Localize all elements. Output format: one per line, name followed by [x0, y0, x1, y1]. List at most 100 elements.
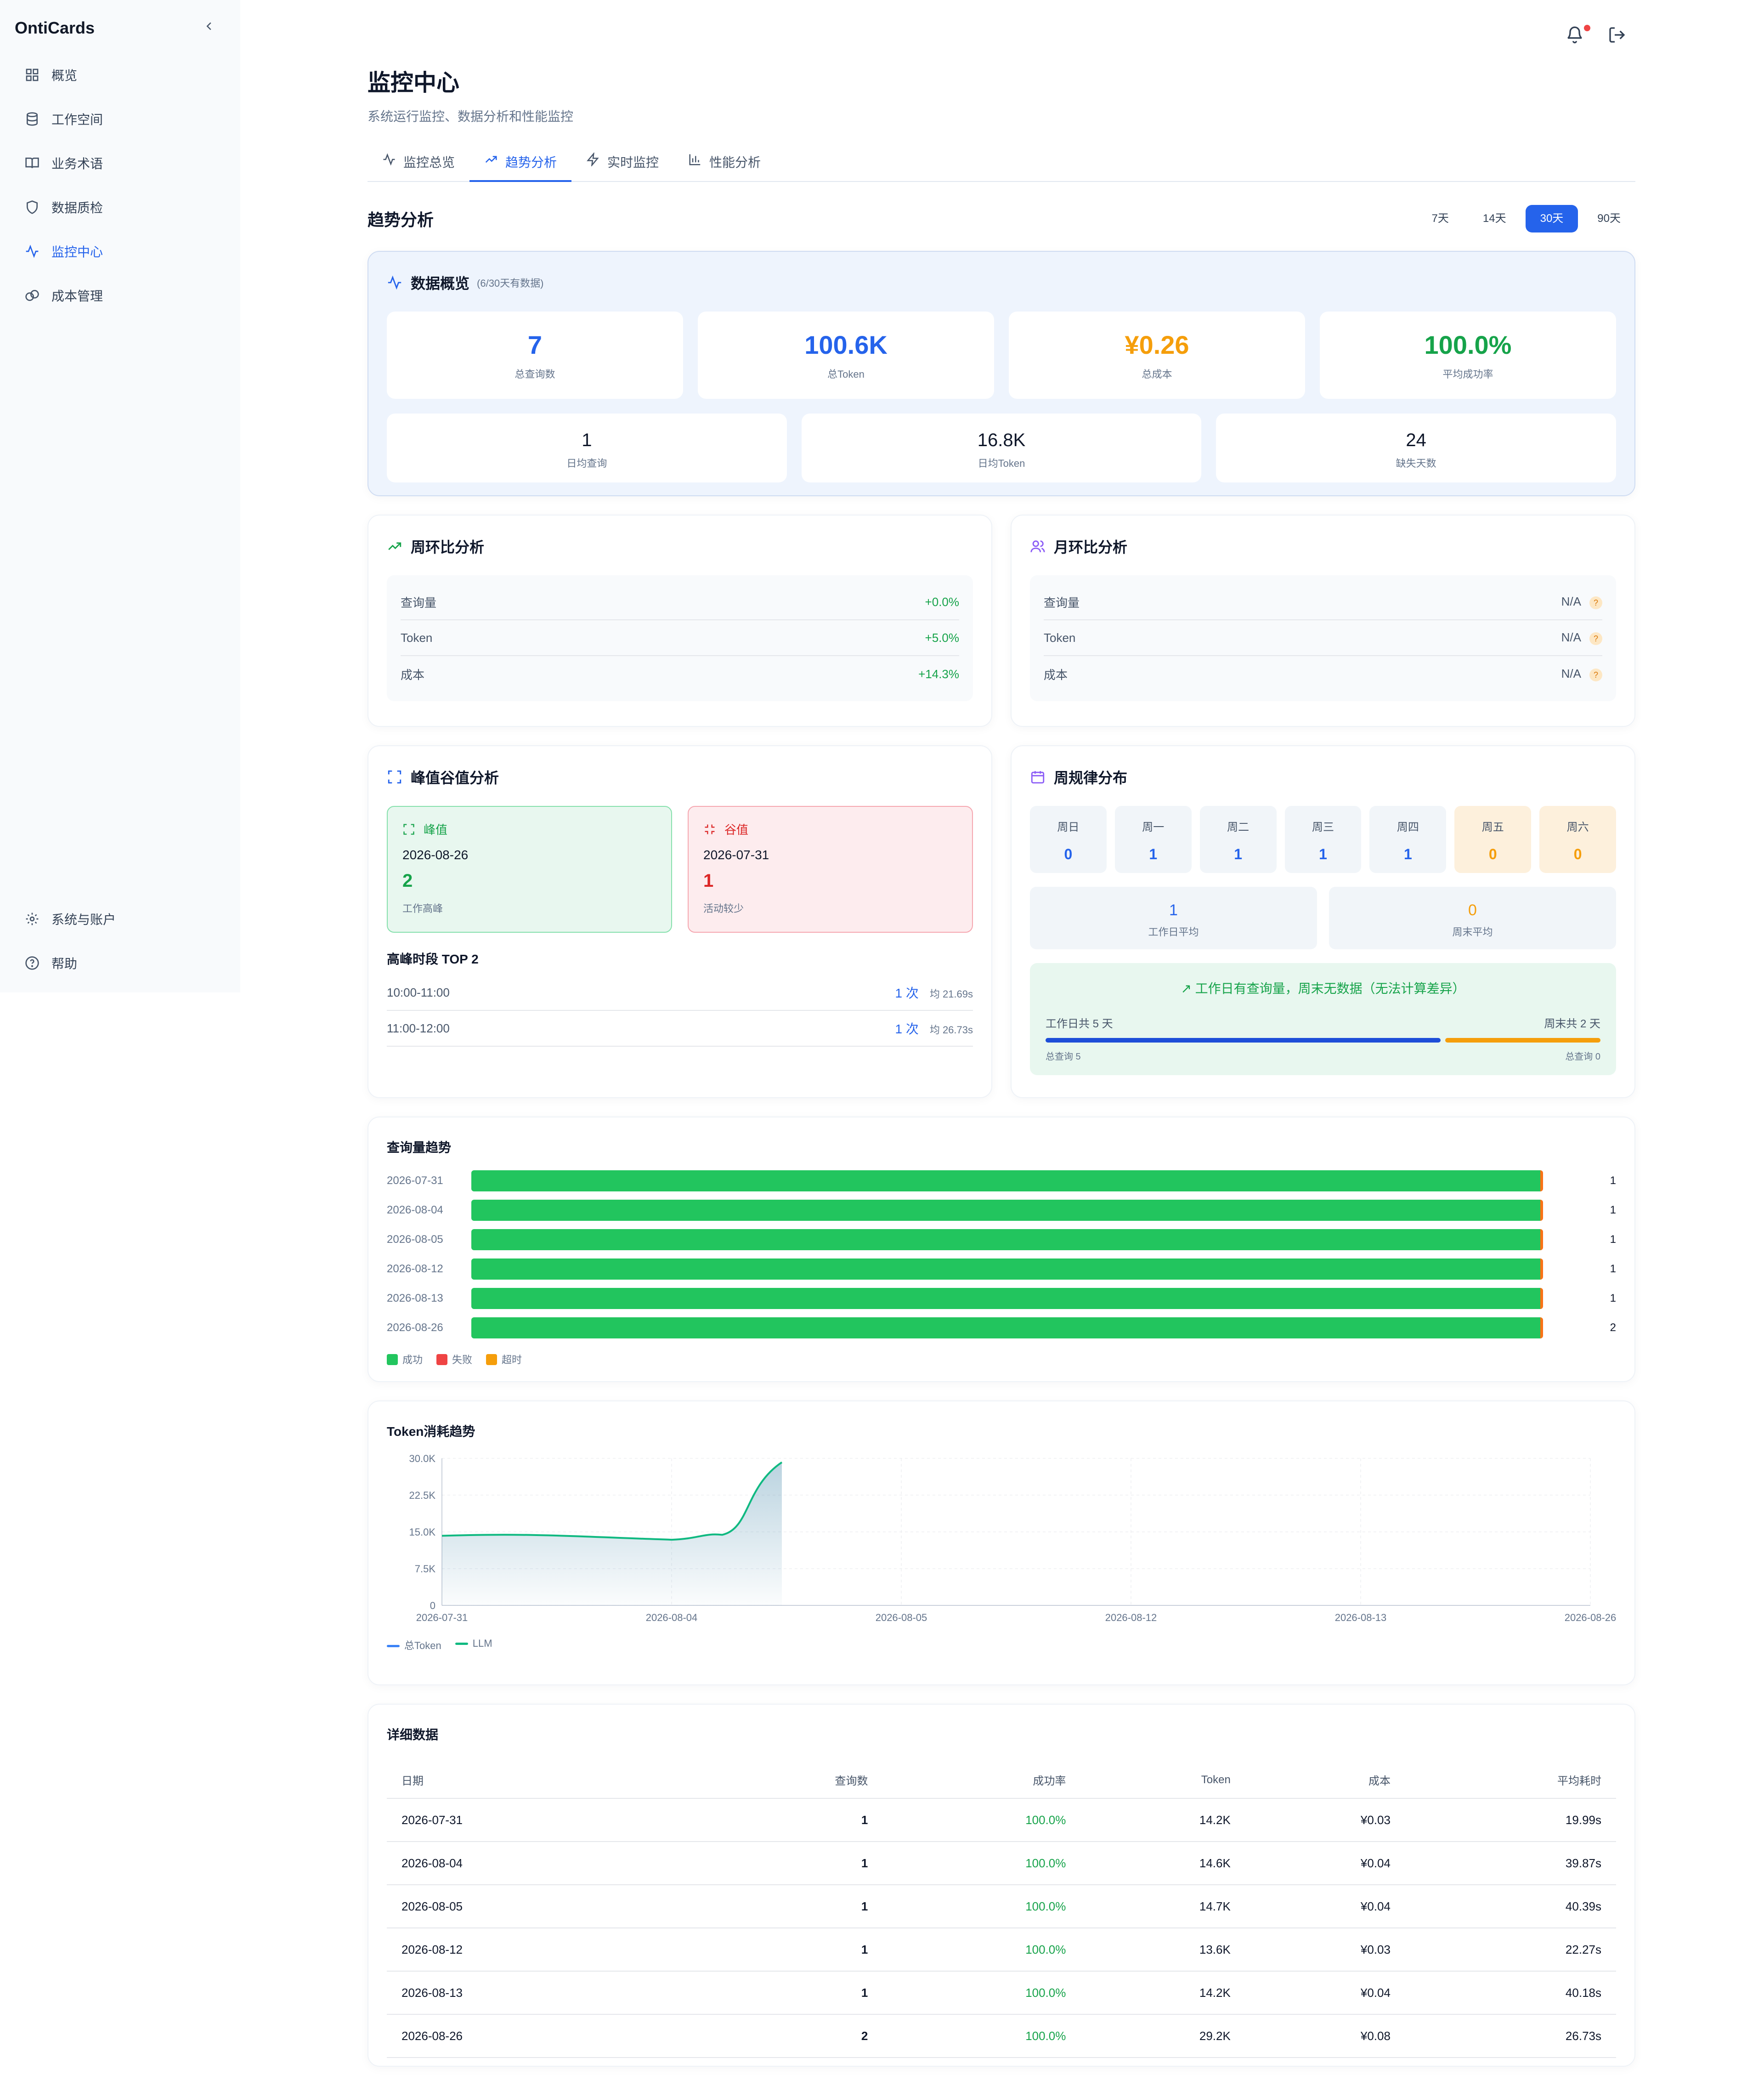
range-30d-button[interactable]: 30天 — [1525, 205, 1578, 232]
wow-row: 成本 +14.3% — [401, 656, 959, 692]
row-value: N/A — [1561, 667, 1581, 680]
x-tick-label: 2026-08-26 — [1565, 1612, 1617, 1623]
minimize-icon — [705, 824, 715, 834]
sidebar-item-overview[interactable]: 概览 — [0, 53, 240, 97]
table-row[interactable]: 2026-08-05 1 100.0% 14.7K ¥0.04 40.39s — [387, 1885, 1616, 1928]
y-tick-label: 7.5K — [415, 1563, 436, 1575]
bell-icon[interactable] — [1566, 26, 1584, 44]
sidebar-item-label: 成本管理 — [51, 289, 103, 303]
workday-bar — [1046, 1038, 1441, 1043]
card-title: 周环比分析 — [411, 539, 485, 556]
weekday-label: 周六 — [1566, 821, 1589, 833]
mom-row: Token N/A? — [1044, 620, 1602, 656]
table-cell: 1 — [711, 1885, 883, 1928]
mom-row: 成本 N/A? — [1044, 656, 1602, 692]
peak-label: 峰值 — [424, 823, 448, 837]
sidebar: OntiCards 概览 工作空间 业务术语 数据质检 监控中心 成本管理 — [0, 0, 240, 992]
table-cell: 2026-08-13 — [387, 1971, 712, 2015]
table-cell: 2026-07-31 — [387, 1798, 712, 1842]
sidebar-item-quality[interactable]: 数据质检 — [0, 185, 240, 229]
help-icon[interactable]: ? — [1589, 669, 1602, 681]
row-value: N/A — [1561, 595, 1581, 608]
stat-label: 日均查询 — [566, 458, 607, 469]
query-bar-row: 2026-07-31 1 — [387, 1166, 1616, 1196]
bar-value-label: 1 — [1610, 1292, 1616, 1304]
trending-up-icon — [388, 542, 401, 550]
table-cell: ¥0.04 — [1245, 1885, 1405, 1928]
help-icon[interactable]: ? — [1589, 596, 1602, 609]
llm-series-line[interactable] — [441, 1461, 783, 1541]
coins-icon — [25, 290, 39, 301]
help-icon[interactable]: ? — [1589, 632, 1602, 645]
legend-timeout: 超时 — [486, 1352, 522, 1366]
query-bar-row: 2026-08-05 1 — [387, 1225, 1616, 1254]
chart-title: Token消耗趋势 — [387, 1424, 475, 1439]
sidebar-item-monitor[interactable]: 监控中心 — [0, 229, 240, 273]
chart-legend: 成功 失败 超时 — [387, 1352, 1616, 1366]
table-cell: 14.2K — [1080, 1798, 1245, 1842]
weekend-days: 周末共 2 天 — [1544, 1018, 1600, 1030]
sidebar-item-help[interactable]: 帮助 — [0, 941, 240, 985]
table-cell: 14.2K — [1080, 1971, 1245, 2015]
weekday-label: 周三 — [1312, 821, 1334, 833]
tab-trend[interactable]: 趋势分析 — [469, 153, 572, 182]
stat-missing-days: 24 缺失天数 — [1216, 414, 1617, 482]
table-row[interactable]: 2026-07-31 1 100.0% 14.2K ¥0.03 19.99s — [387, 1798, 1616, 1842]
y-tick-label: 22.5K — [409, 1490, 436, 1501]
table-cell: 100.0% — [882, 2014, 1081, 2058]
wow-row: 查询量 +0.0% — [401, 584, 959, 620]
stat-value: 100.0% — [1424, 330, 1512, 359]
range-90d-button[interactable]: 90天 — [1597, 212, 1621, 225]
range-14d-button[interactable]: 14天 — [1482, 212, 1506, 225]
database-icon — [27, 112, 38, 126]
bar-category-label: 2026-08-12 — [387, 1263, 443, 1275]
table-row[interactable]: 2026-08-26 2 100.0% 29.2K ¥0.08 26.73s — [387, 2014, 1616, 2058]
card-title: 峰值谷值分析 — [411, 770, 499, 786]
sidebar-item-settings[interactable]: 系统与账户 — [0, 897, 240, 941]
tab-realtime[interactable]: 实时监控 — [571, 153, 673, 182]
column-header: 成本 — [1245, 1762, 1405, 1799]
table-row[interactable]: 2026-08-04 1 100.0% 14.6K ¥0.04 39.87s — [387, 1842, 1616, 1885]
stat-daily-queries: 1 日均查询 — [387, 414, 787, 482]
table-cell: 14.7K — [1080, 1885, 1245, 1928]
brand-logo[interactable]: OntiCards — [15, 18, 95, 37]
tab-performance[interactable]: 性能分析 — [673, 153, 775, 182]
sidebar-item-workspace[interactable]: 工作空间 — [0, 97, 240, 141]
query-bar[interactable] — [471, 1200, 1544, 1221]
table-cell: 26.73s — [1405, 2014, 1616, 2058]
sidebar-item-glossary[interactable]: 业务术语 — [0, 141, 240, 185]
users-icon — [1030, 540, 1045, 552]
weekday-label: 周日 — [1057, 821, 1080, 833]
sidebar-item-cost[interactable]: 成本管理 — [0, 273, 240, 317]
valley-value: 1 — [703, 871, 714, 891]
table-row[interactable]: 2026-08-12 1 100.0% 13.6K ¥0.03 22.27s — [387, 1928, 1616, 1972]
weekend-average: 0 周末平均 — [1329, 887, 1616, 949]
card-title: 周规律分布 — [1054, 770, 1128, 786]
slot-time: 10:00-11:00 — [387, 985, 450, 999]
legend-llm: LLM — [455, 1638, 492, 1652]
sidebar-item-label: 工作空间 — [51, 113, 103, 127]
table-cell: 2 — [711, 2014, 883, 2058]
sidebar-item-label: 系统与账户 — [51, 913, 116, 927]
range-7d-button[interactable]: 7天 — [1431, 212, 1449, 225]
query-bar[interactable] — [471, 1288, 1544, 1309]
bar-category-label: 2026-08-26 — [387, 1321, 443, 1334]
chevron-left-icon[interactable] — [202, 19, 216, 33]
avg-label: 工作日平均 — [1148, 926, 1199, 938]
token-trend-chart: 0 7.5K 15.0K 22.5K 30.0K 2026-07-31 2026-08-04… — [409, 1453, 1617, 1623]
table-row[interactable]: 2026-08-13 1 100.0% 14.2K ¥0.04 40.18s — [387, 1971, 1616, 2015]
stat-total-queries: 7 总查询数 — [387, 312, 683, 399]
activity-icon — [26, 244, 39, 258]
logout-icon[interactable] — [1608, 26, 1626, 44]
table-cell: 19.99s — [1405, 1798, 1616, 1842]
weekday-cell: 周二 1 — [1199, 806, 1277, 873]
column-header: Token — [1080, 1762, 1245, 1799]
tab-overview[interactable]: 监控总览 — [368, 153, 469, 182]
query-bar[interactable] — [471, 1258, 1544, 1280]
query-bar[interactable] — [471, 1170, 1544, 1191]
weekday-cell: 周一 1 — [1114, 806, 1192, 873]
grid-icon — [26, 68, 39, 81]
query-bar[interactable] — [471, 1229, 1544, 1250]
mom-row: 查询量 N/A? — [1044, 584, 1602, 620]
query-bar[interactable] — [471, 1317, 1544, 1338]
